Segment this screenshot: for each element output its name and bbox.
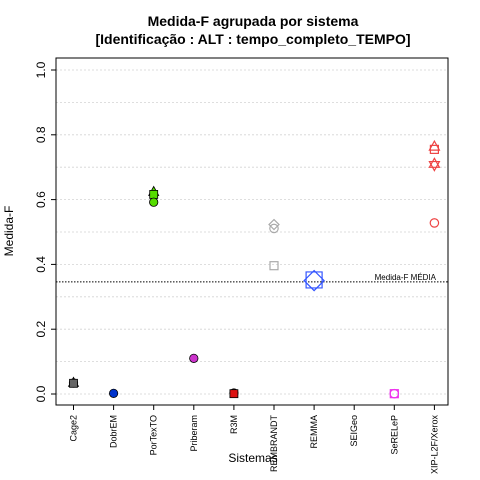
reference-line-label: Medida-F MÉDIA — [375, 273, 437, 282]
data-point-circle — [389, 388, 400, 399]
data-point-triangle-down — [428, 160, 441, 172]
data-point-circle — [189, 353, 199, 363]
data-points — [67, 139, 441, 399]
y-tick-label: 0.2 — [34, 321, 48, 338]
x-tick-label: REMBRANDT — [269, 415, 279, 473]
data-point-diamond — [268, 218, 280, 231]
gridlines — [56, 69, 448, 395]
y-tick-label: 0.0 — [34, 385, 48, 402]
data-point-circle — [149, 197, 159, 207]
data-point-square-outline — [305, 271, 323, 289]
data-point-circle — [269, 223, 279, 234]
plot-frame — [55, 57, 449, 406]
x-axis: Cage2 DobrEM PorTexTO Priberam R3M REMBRANDT R… — [69, 405, 439, 475]
data-point-circle — [429, 218, 440, 228]
data-point-square — [149, 190, 159, 199]
data-point-square — [229, 389, 239, 399]
y-tick-label: 0.4 — [34, 256, 48, 273]
chart-subtitle: [Identificação : ALT : tempo_completo_TE… — [95, 31, 410, 47]
x-tick-label: Priberam — [189, 415, 199, 452]
reference-line-group: Medida-F MÉDIA — [56, 273, 448, 283]
chart-title: Medida-F agrupada por sistema — [148, 13, 359, 29]
data-point-circle — [109, 388, 119, 398]
y-axis-label: Medida-F — [2, 206, 16, 257]
y-axis: 0.0 0.2 0.4 0.6 0.8 1.0 — [34, 61, 56, 402]
x-tick-label: PorTexTO — [149, 415, 159, 455]
x-tick-label: SEIGeo — [349, 415, 359, 447]
x-tick-label: R3M — [229, 415, 239, 434]
y-tick-label: 0.8 — [34, 126, 48, 143]
data-point-square — [429, 144, 439, 154]
y-tick-label: 0.6 — [34, 191, 48, 208]
data-point-square — [69, 378, 78, 388]
x-tick-label: XIP-L2F/Xerox — [429, 415, 439, 475]
x-tick-label: REMMA — [309, 415, 319, 449]
x-tick-label: Cage2 — [69, 415, 79, 442]
y-tick-label: 1.0 — [34, 61, 48, 78]
x-axis-label: Sistemas — [228, 451, 277, 465]
x-tick-label: DobrEM — [109, 415, 119, 448]
data-point-square — [269, 261, 279, 271]
data-point-diamond — [303, 269, 325, 292]
x-tick-label: SeRELeP — [389, 415, 399, 455]
data-point-triangle-up — [428, 157, 441, 168]
